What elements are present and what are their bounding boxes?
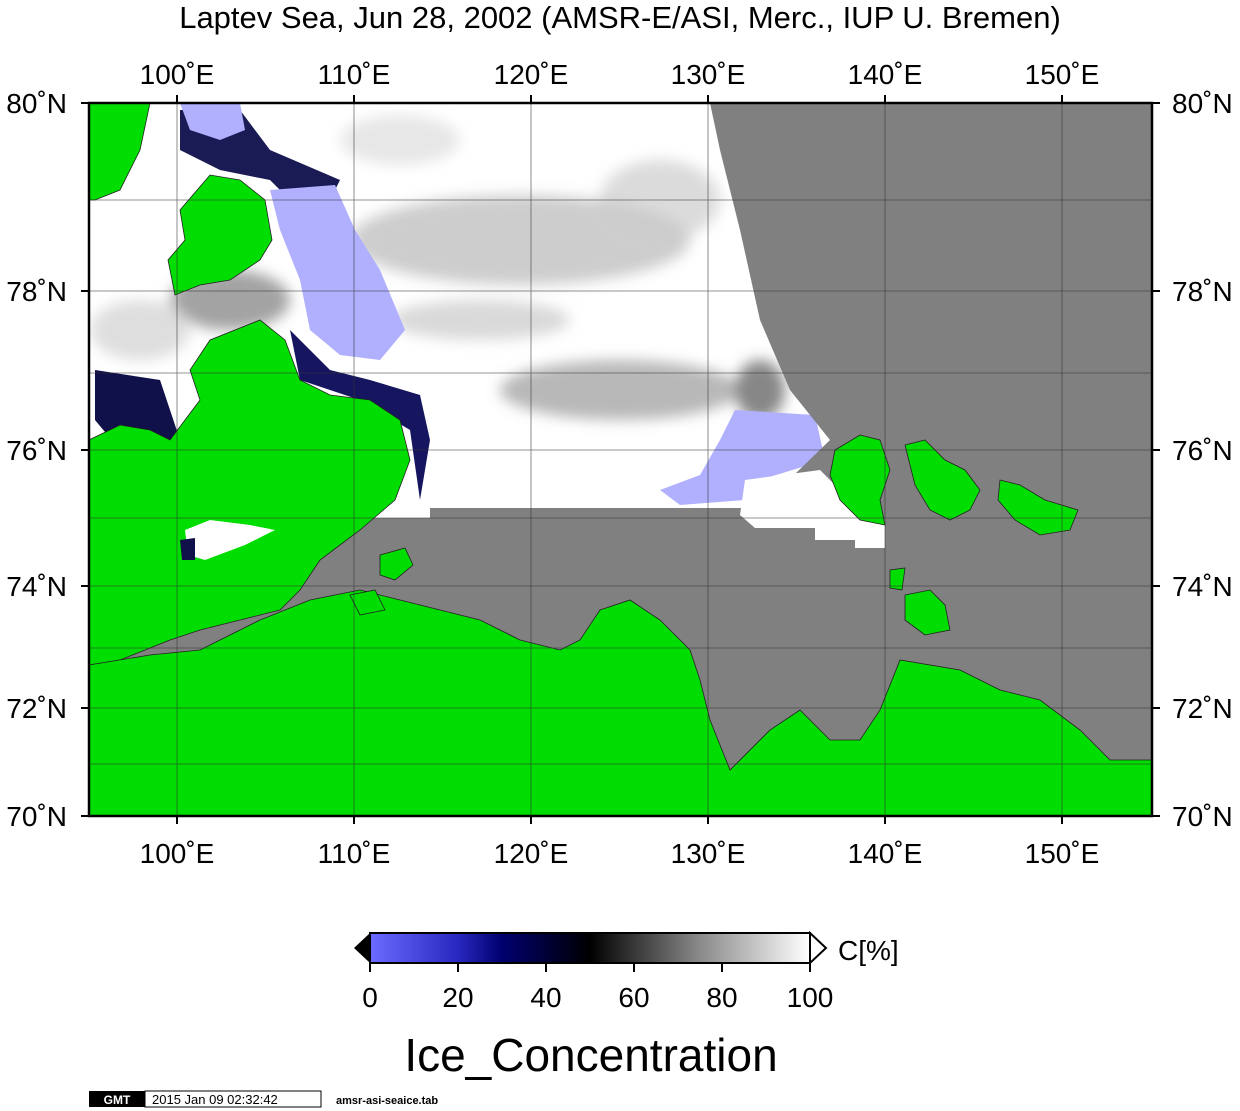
colorbar: C[%] 0 20 40 60 80 100: [354, 930, 899, 1013]
lon-label: 100˚E: [140, 838, 215, 869]
lon-label: 120˚E: [494, 838, 569, 869]
lon-labels-bottom: 100˚E 110˚E 120˚E 130˚E 140˚E 150˚E: [140, 838, 1100, 869]
lat-label: 78˚N: [1172, 276, 1233, 307]
lon-label: 130˚E: [671, 59, 746, 90]
lat-label: 72˚N: [1172, 693, 1233, 724]
lon-label: 130˚E: [671, 838, 746, 869]
footer-filename: amsr-asi-seaice.tab: [336, 1095, 438, 1107]
graticule: [89, 103, 1152, 816]
lon-label: 100˚E: [140, 59, 215, 90]
lon-label: 150˚E: [1025, 838, 1100, 869]
low-ice-zone: [270, 185, 405, 360]
lat-label: 78˚N: [6, 276, 67, 307]
lon-label: 110˚E: [318, 59, 391, 90]
colorbar-tick-label: 40: [530, 982, 561, 1013]
colorbar-tick-label: 20: [442, 982, 473, 1013]
colorbar-tick-label: 0: [362, 982, 378, 1013]
variable-name: Ice_Concentration: [404, 1029, 777, 1081]
map-frame: [87, 101, 1154, 818]
lat-label: 72˚N: [6, 693, 67, 724]
lat-label: 76˚N: [1172, 435, 1233, 466]
lat-label: 70˚N: [6, 801, 67, 832]
footer: GMT 2015 Jan 09 02:32:42 amsr-asi-seaice…: [89, 1090, 438, 1108]
land-new-siberia-island: [997, 479, 1079, 536]
lat-label: 80˚N: [1172, 88, 1233, 119]
lon-label: 120˚E: [494, 59, 569, 90]
colorbar-under-arrow: [354, 933, 370, 963]
footer-timestamp: 2015 Jan 09 02:32:42: [152, 1092, 278, 1107]
axis-ticks: [81, 95, 1160, 824]
land-small-island: [889, 567, 906, 591]
land-severnaya-north: [89, 103, 151, 201]
colorbar-tick-label: 80: [706, 982, 737, 1013]
land-small-island: [379, 547, 414, 581]
timestamp-box: [144, 1090, 322, 1108]
land: [89, 103, 1152, 816]
map-title: Laptev Sea, Jun 28, 2002 (AMSR-E/ASI, Me…: [179, 0, 1061, 35]
lat-label: 70˚N: [1172, 801, 1233, 832]
lon-label: 110˚E: [318, 838, 391, 869]
lon-label: 140˚E: [848, 838, 923, 869]
map-area: [89, 103, 1152, 816]
low-ice-zone: [660, 410, 825, 505]
land-small-island: [349, 589, 386, 616]
colorbar-unit-label: C[%]: [838, 935, 899, 966]
lat-label: 74˚N: [6, 571, 67, 602]
lat-labels-right: 80˚N 78˚N 76˚N 74˚N 72˚N 70˚N: [1172, 88, 1233, 832]
land-lyakhovsky: [904, 589, 951, 636]
land-taymyr: [89, 319, 411, 666]
lat-label: 74˚N: [1172, 571, 1233, 602]
land-kotelny: [829, 434, 891, 526]
lat-label: 76˚N: [6, 435, 67, 466]
lon-label: 140˚E: [848, 59, 923, 90]
lake-ice-dark: [180, 538, 195, 560]
colorbar-tick-label: 60: [618, 982, 649, 1013]
gmt-logo: [89, 1091, 145, 1107]
lat-labels-left: 80˚N 78˚N 76˚N 74˚N 72˚N 70˚N: [6, 88, 67, 832]
lake-taymyr: [185, 520, 275, 560]
lon-label: 150˚E: [1025, 59, 1100, 90]
ice-edge-dark: [290, 330, 430, 500]
land-siberia-mainland: [89, 589, 1152, 816]
colorbar-tick-label: 100: [787, 982, 834, 1013]
land-severnaya-zemlya: [167, 174, 273, 296]
colorbar-scale: [369, 932, 811, 964]
lat-label: 80˚N: [6, 88, 67, 119]
colorbar-over-arrow: [809, 930, 828, 966]
ice-patch-east: [740, 470, 885, 548]
low-ice-zone: [180, 103, 245, 140]
gmt-logo-text: GMT: [104, 1093, 131, 1107]
lon-labels-top: 100˚E 110˚E 120˚E 130˚E 140˚E 150˚E: [140, 59, 1100, 90]
